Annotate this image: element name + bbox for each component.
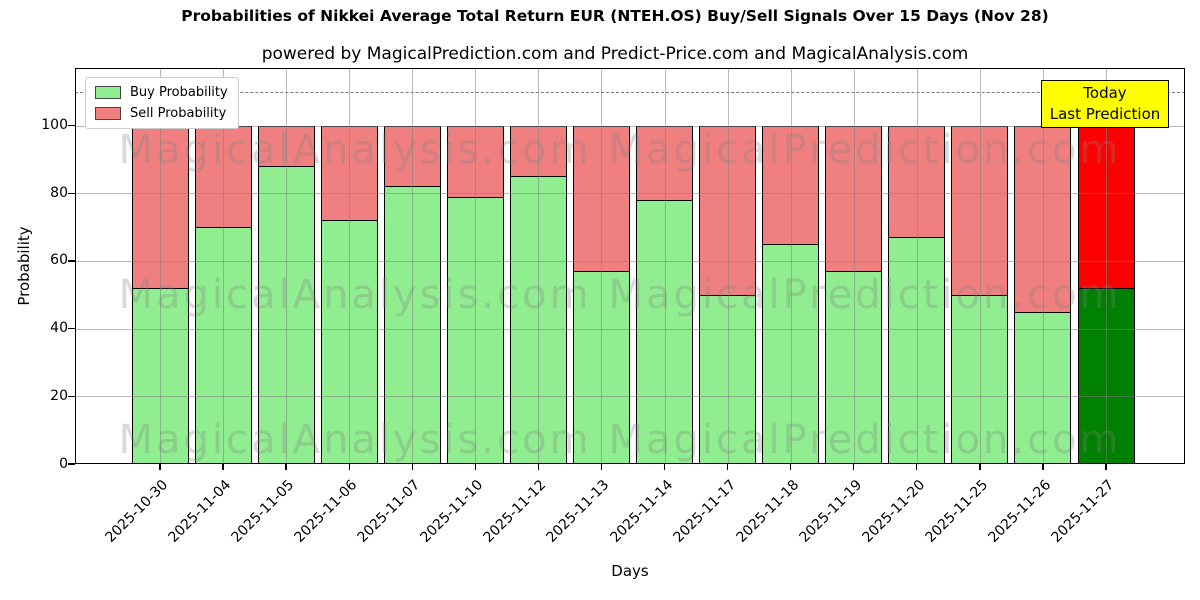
legend-swatch-buy (95, 86, 121, 99)
today-annotation-box: Today Last Prediction (1041, 80, 1169, 128)
legend-swatch-sell (95, 107, 121, 120)
watermark-text: MagicalPrediction.com (608, 127, 1122, 173)
grid-line-vertical (223, 68, 225, 464)
x-axis-tick-mark (474, 464, 476, 470)
x-axis-tick-mark (663, 464, 666, 470)
x-axis-tick-mark (916, 464, 918, 470)
y-axis-tick-mark (68, 395, 75, 397)
grid-line-horizontal (75, 193, 1185, 195)
today-annotation-line2: Last Prediction (1049, 105, 1161, 123)
y-axis-tick-label: 60 (50, 252, 68, 269)
grid-line-vertical (286, 68, 288, 464)
x-axis-tick-mark (1105, 464, 1107, 470)
today-annotation-line1: Today (1083, 84, 1127, 102)
watermark-text: MagicalAnalysis.com (118, 417, 592, 463)
x-axis-tick-mark (222, 464, 224, 470)
grid-line-horizontal (75, 125, 1185, 127)
x-axis-tick-mark (285, 464, 287, 470)
legend-label-sell: Sell Probability (130, 106, 227, 121)
x-axis-tick-mark (348, 464, 350, 470)
grid-line-vertical (475, 68, 477, 464)
grid-line-horizontal (75, 328, 1185, 330)
grid-line-vertical (1106, 68, 1108, 464)
grid-line-vertical (790, 68, 792, 464)
x-axis-tick-mark (411, 464, 413, 470)
figure-subtitle: powered by MagicalPrediction.com and Pre… (261, 44, 969, 64)
y-axis-tick-label: 20 (50, 387, 68, 404)
watermark-text: MagicalPrediction.com (608, 417, 1122, 463)
grid-line-vertical (727, 68, 729, 464)
grid-line-vertical (1042, 68, 1044, 464)
legend: Buy Probability Sell Probability (85, 77, 239, 129)
y-axis-tick-mark (68, 124, 75, 127)
plot-area: MagicalAnalysis.com MagicalPrediction.com… (75, 68, 1185, 464)
y-axis-tick-mark (68, 192, 75, 194)
x-axis-tick-mark (979, 464, 981, 470)
grid-line-vertical (349, 68, 351, 464)
legend-label-buy: Buy Probability (130, 85, 228, 100)
x-axis-tick-mark (853, 464, 855, 470)
watermark-text: MagicalAnalysis.com (118, 272, 592, 318)
grid-line-vertical (916, 68, 918, 464)
x-axis-tick-mark (159, 464, 161, 470)
grid-line-vertical (664, 68, 666, 464)
grid-line-horizontal (75, 396, 1185, 398)
x-axis-label: Days (611, 562, 649, 580)
y-axis-tick-mark (68, 327, 75, 330)
x-axis-tick-mark (1042, 464, 1044, 470)
y-axis-tick-label: 0 (59, 455, 68, 472)
figure-title: Probabilities of Nikkei Average Total Re… (181, 7, 1049, 25)
watermark-text: MagicalPrediction.com (608, 272, 1122, 318)
legend-entry-sell: Sell Probability (95, 106, 228, 121)
grid-line-vertical (412, 68, 414, 464)
grid-line-vertical (160, 68, 161, 464)
y-axis-tick-label: 40 (50, 320, 68, 337)
watermark-text: MagicalAnalysis.com (118, 127, 592, 173)
legend-entry-buy: Buy Probability (95, 85, 228, 100)
threshold-dashed-line (75, 91, 1185, 93)
grid-line-vertical (601, 68, 603, 464)
x-axis-tick-mark (726, 464, 729, 470)
x-axis-tick-mark (600, 464, 603, 470)
x-axis-tick-mark (790, 464, 792, 470)
y-axis-tick-label: 100 (41, 117, 68, 134)
y-axis-tick-mark (68, 260, 75, 262)
grid-line-vertical (538, 68, 540, 464)
grid-line-vertical (979, 68, 981, 464)
y-axis-tick-label: 80 (50, 184, 68, 201)
x-axis-tick-mark (537, 464, 540, 470)
grid-line-vertical (853, 68, 855, 464)
y-axis-tick-mark (68, 463, 75, 465)
grid-line-horizontal (75, 260, 1185, 262)
